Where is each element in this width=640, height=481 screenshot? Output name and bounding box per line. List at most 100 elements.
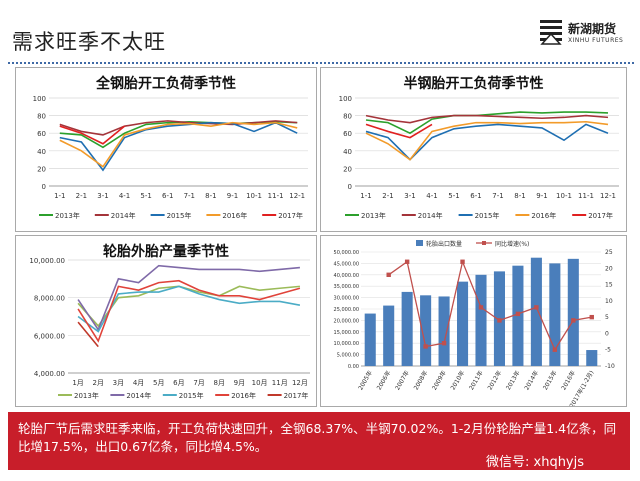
y-tick-label-right: 15 [605,282,613,289]
bar [401,291,413,366]
x-tick-label: 2-1 [76,192,87,200]
y-tick-label-left: 15,000.00 [334,330,359,336]
series-line [59,120,298,136]
logo: 新湖期货 XINHU FUTURES [538,18,634,48]
x-tick-label: 5-1 [140,192,151,200]
x-tick-label: 2014年 [523,369,541,391]
growth-marker [404,259,410,264]
y-tick-label-right: -10 [605,363,615,370]
x-tick-label: 3-1 [404,192,415,200]
chart-semi-steel: 半钢胎开工负荷季节性 0 20 40 60 80 100 1-1 2-1 3-1 4-1 5-1 6-1… [339,75,619,220]
bar [457,281,469,366]
x-tick-label: 12月 [292,379,308,387]
x-tick-label: 2011年 [467,369,485,391]
series-line [77,285,301,333]
x-tick-label: 6月 [173,379,184,387]
legend-label: 2015年 [475,211,500,220]
y-tick-label: 40 [343,148,352,156]
summary-box: 轮胎厂节后需求旺季来临，开工负荷快速回升，全钢68.37%、半钢70.02%。1… [8,412,630,470]
legend-label: 2014年 [111,211,136,220]
bar [364,313,376,366]
x-tick-label: 2月 [93,379,104,387]
series-line [77,321,99,348]
x-tick-label: 10月 [252,379,268,387]
x-tick-label: 2005年 [356,369,374,391]
x-tick-label: 8-1 [205,192,216,200]
y-tick-label-right: -5 [605,347,611,354]
logo-icon [540,20,562,45]
series-line [365,123,433,139]
legend-label: 2015年 [167,211,192,220]
legend-label: 2013年 [74,391,99,400]
series-line [77,285,300,328]
bar [567,258,579,366]
x-tick-label: 2012年 [486,369,504,391]
x-tick-label: 8月 [214,379,225,387]
legend-label: 2014年 [126,391,151,400]
growth-line [388,259,592,352]
x-tick-label: 2007年 [393,369,411,391]
x-tick-label: 5-1 [448,192,459,200]
growth-marker [589,314,594,320]
y-tick-label: 80 [37,113,46,121]
x-tick-label: 10-1 [246,192,262,200]
growth-marker [571,318,576,323]
series-line [59,125,126,145]
y-tick-label-right: 20 [605,265,613,272]
series-line [77,264,300,332]
legend-label: 2014年 [418,211,443,220]
y-tick-label: 20 [37,165,46,173]
legend-label: 2017年 [278,211,303,220]
legend-label: 2017年 [284,391,309,400]
growth-marker [460,259,465,264]
legend-swatch [416,240,423,246]
legend-label: 2016年 [222,211,247,220]
legend-label: 轮胎出口数量 [426,240,462,248]
x-tick-label: 2010年 [449,369,467,391]
series-line [365,120,609,161]
y-tick-label: 60 [343,130,352,138]
chart-title: 轮胎外胎产量季节性 [103,243,229,260]
legend-label: 2016年 [231,391,256,400]
x-tick-label: 4-1 [119,192,130,200]
series-line [59,121,298,172]
header: 需求旺季不太旺 新湖期货 XINHU FUTURES [0,0,640,62]
x-tick-label: 9-1 [536,192,547,200]
x-tick-label: 12-1 [600,192,616,200]
bar [420,295,432,366]
y-tick-label-left: 30,000.00 [334,296,359,302]
summary-text: 轮胎厂节后需求旺季来临，开工负荷快速回升，全钢68.37%、半钢70.02%。1… [18,421,617,454]
bar [475,274,487,366]
x-tick-label: 11-1 [268,192,284,200]
chart-output: 轮胎外胎产量季节性 4,000.00 6,000.00 8,000.00 10,000.… [29,243,310,400]
growth-marker [478,305,484,310]
x-tick-label: 11月 [272,379,288,387]
x-tick-label: 1-1 [360,192,371,200]
x-tick-label: 9-1 [227,192,238,200]
chart-title: 半钢胎开工负荷季节性 [404,75,544,92]
y-tick-label: 80 [343,113,352,121]
x-tick-label: 2009年 [430,369,448,391]
x-tick-label: 4-1 [426,192,437,200]
y-tick-label-right: 10 [605,298,613,305]
legend-label: 2016年 [531,211,556,220]
logo-name-en: XINHU FUTURES [568,37,624,44]
y-tick-label: 10,000.00 [29,257,65,265]
legend-label: 2013年 [55,211,80,220]
growth-marker [534,305,539,310]
y-tick-label-left: 0.00 [348,364,359,370]
x-tick-label: 2015年 [541,369,559,391]
x-tick-label: 5月 [153,379,164,387]
y-tick-label: 60 [37,130,46,138]
y-tick-label: 20 [343,165,352,173]
y-tick-label-left: 50,000.00 [334,250,359,256]
legend-label: 同比增速(%) [495,240,529,248]
bar [383,305,395,366]
y-tick-label: 100 [339,95,352,103]
y-tick-label-left: 25,000.00 [334,307,359,313]
chart-export-panel: 0.00 5,000.00 10,000.00 15,000.00 20,000.00 2… [320,235,627,407]
x-tick-label: 11-1 [578,192,594,200]
y-tick-label-left: 5,000.00 [337,353,359,359]
bar [586,350,598,366]
y-tick-label-left: 45,000.00 [334,261,359,267]
